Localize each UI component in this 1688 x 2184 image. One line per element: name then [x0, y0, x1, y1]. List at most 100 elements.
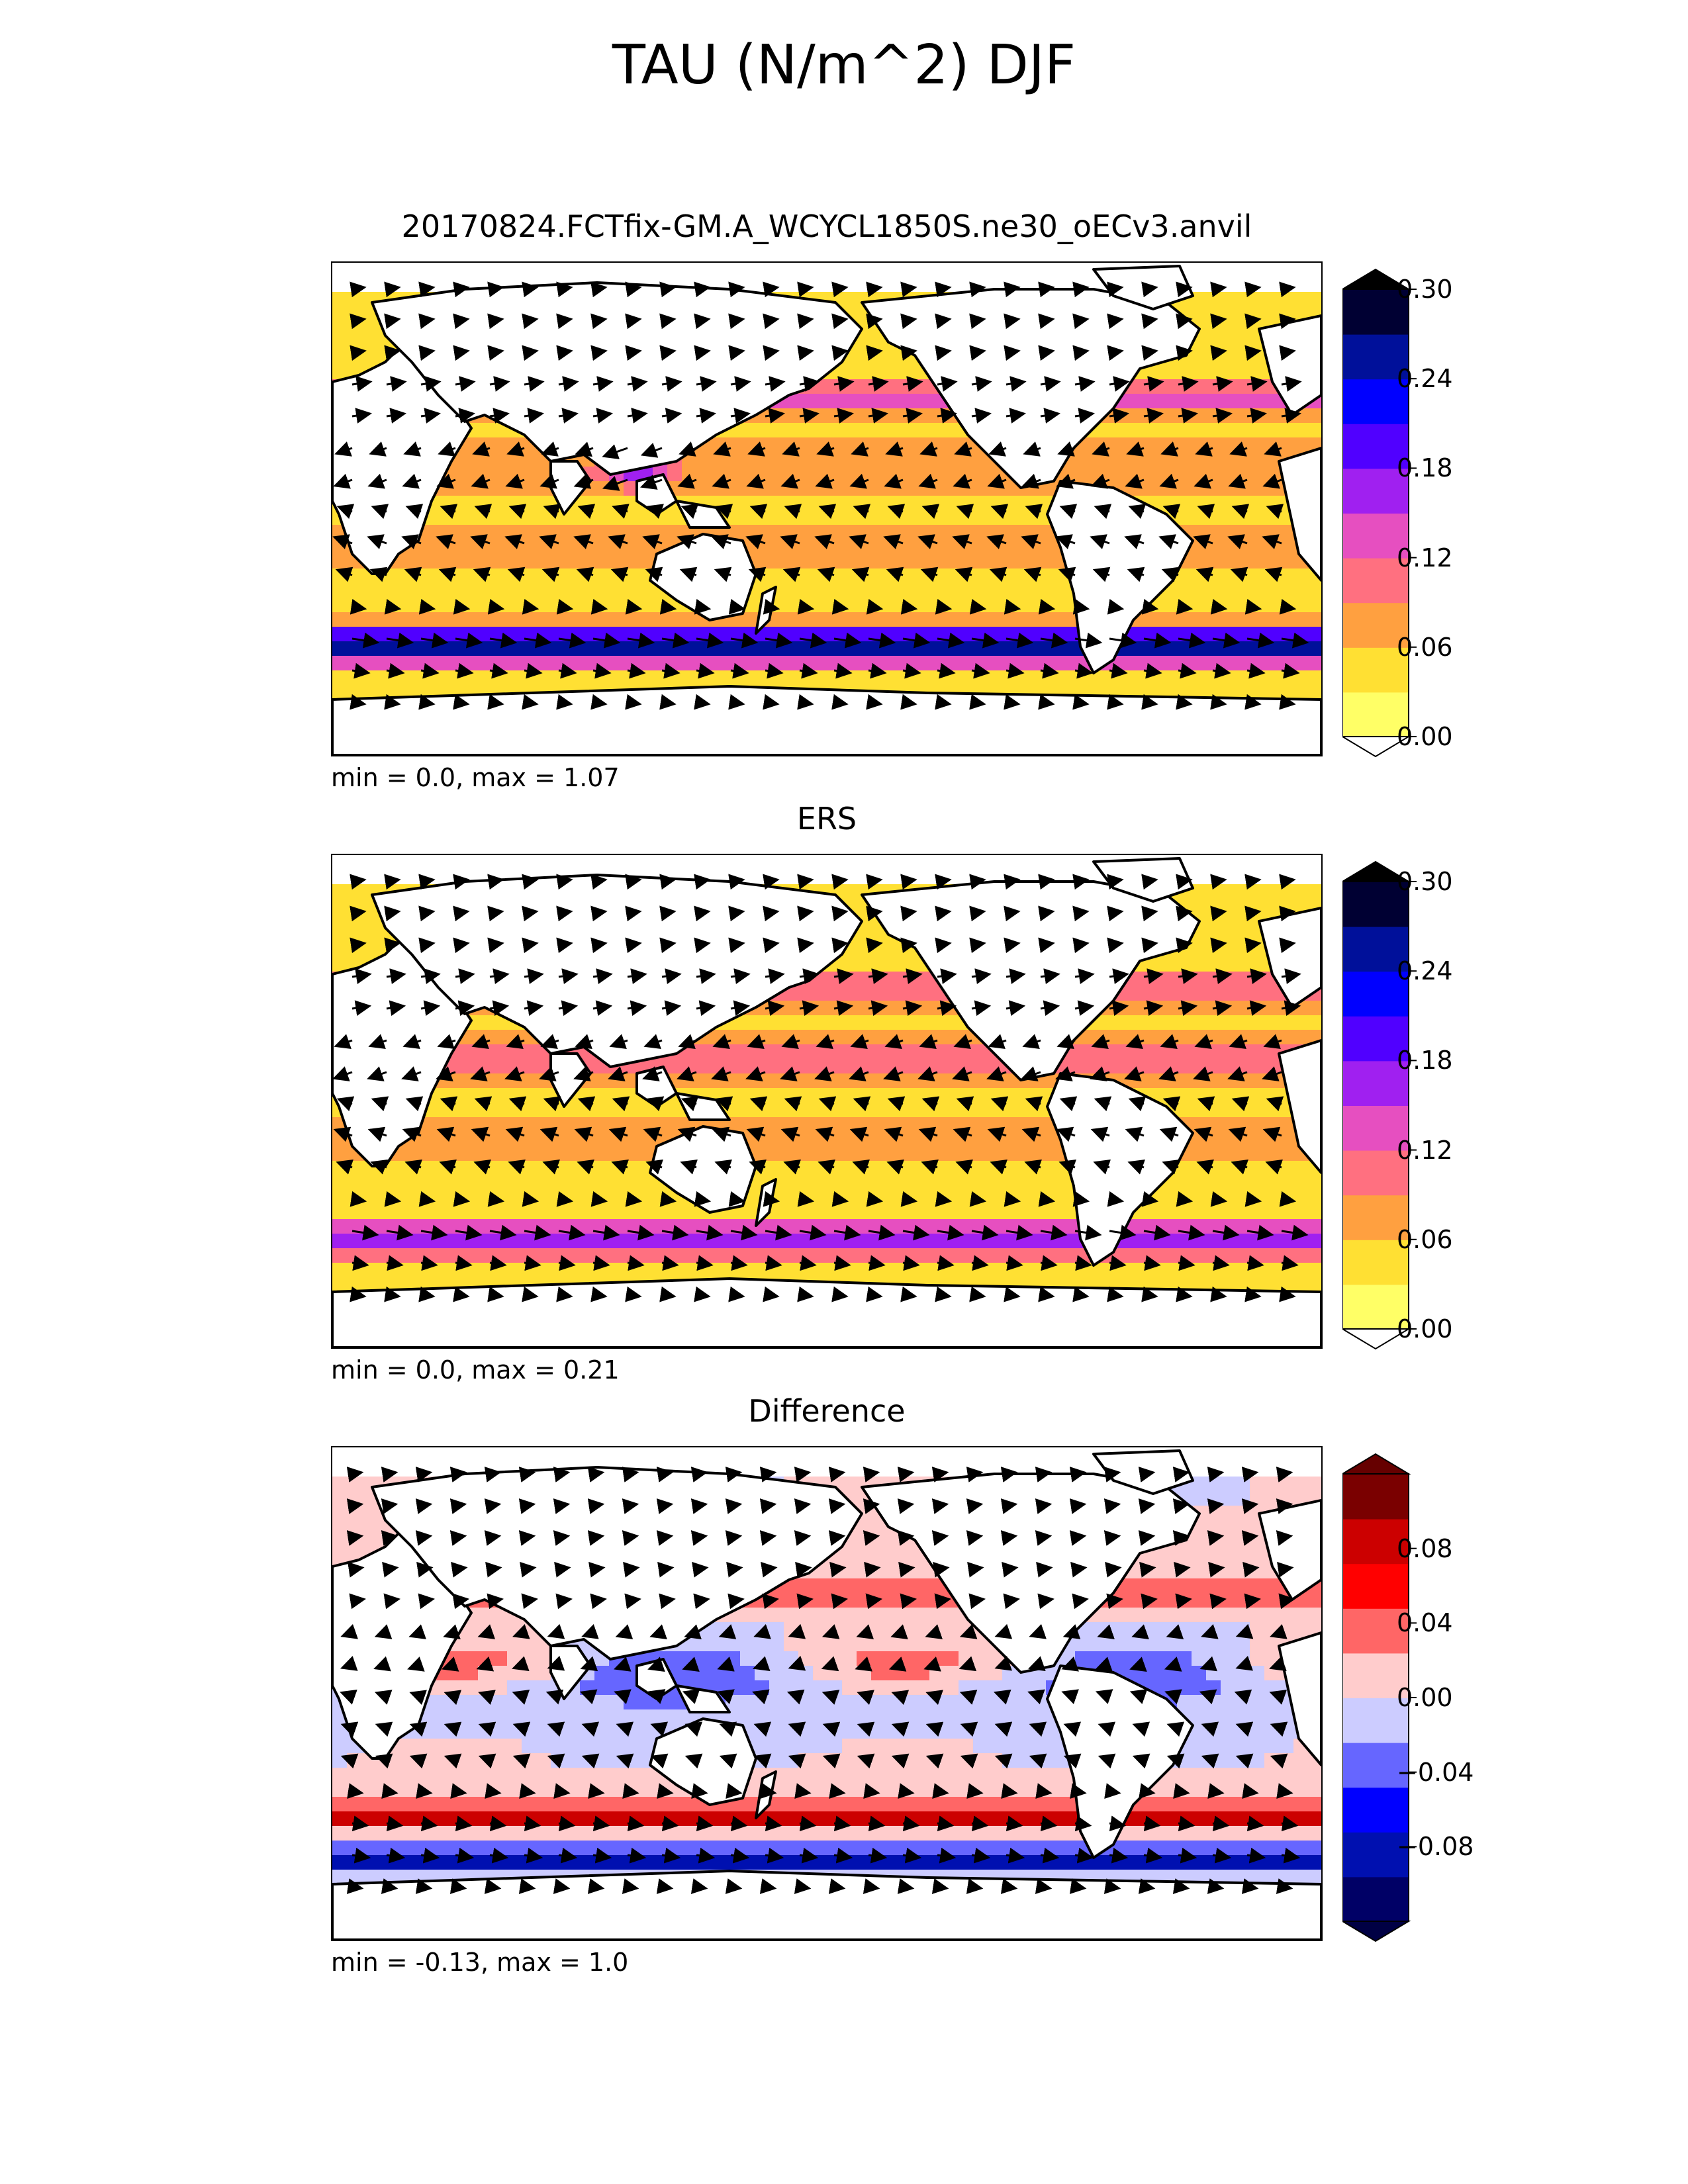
field-cell: [798, 641, 814, 657]
stress-vector: [987, 473, 1007, 489]
stress-vector: [558, 376, 579, 392]
field-cell: [900, 423, 915, 438]
field-cell: [842, 1059, 857, 1074]
field-cell: [1133, 1248, 1149, 1263]
field-cell: [565, 612, 581, 627]
field-cell: [813, 1015, 828, 1030]
stress-vector: [602, 444, 628, 459]
field-cell: [1119, 986, 1134, 1001]
field-cell: [492, 1205, 508, 1220]
stress-vector: [558, 408, 579, 424]
field-cell: [638, 1234, 653, 1249]
field-cell: [973, 1190, 988, 1205]
field-cell: [1162, 986, 1178, 1001]
field-cell: [988, 656, 1003, 671]
field-cell: [492, 569, 508, 584]
field-cell: [784, 598, 799, 613]
stress-vector: [1279, 345, 1296, 361]
stress-vector: [350, 694, 367, 710]
field-cell: [827, 1117, 843, 1132]
field-cell: [886, 670, 901, 686]
field-cell: [929, 1161, 945, 1176]
field-cell: [973, 1146, 988, 1161]
stress-vector: [1107, 345, 1124, 361]
field-cell: [944, 1190, 959, 1205]
field-cell: [944, 1073, 959, 1089]
field-cell: [1293, 598, 1309, 613]
field-cell: [361, 598, 377, 613]
field-cell: [522, 1132, 537, 1147]
field-cell: [1046, 1234, 1061, 1249]
field-cell: [391, 1190, 406, 1205]
field-cell: [842, 1015, 857, 1030]
stress-vector: [696, 662, 715, 679]
field-cell: [332, 685, 348, 700]
field-cell: [711, 1263, 726, 1278]
field-cell: [827, 1015, 843, 1030]
stress-vector: [900, 281, 917, 298]
field-cell: [1235, 336, 1250, 351]
stress-vector: [1279, 694, 1296, 710]
min-max-label: min = 0.0, max = 1.07: [331, 763, 620, 792]
field-cell: [827, 1190, 843, 1205]
field-cell: [1148, 1044, 1163, 1060]
field-cell: [332, 928, 348, 943]
stress-vector: [935, 694, 952, 710]
stress-vector: [1023, 567, 1042, 582]
field-cell: [857, 336, 872, 351]
stress-vector: [1074, 408, 1095, 424]
field-cell: [391, 656, 406, 671]
field-cell: [1192, 292, 1207, 307]
field-cell: [580, 1234, 595, 1249]
coastline: [1278, 447, 1321, 582]
stress-vector: [1094, 504, 1112, 520]
field-cell: [1177, 1103, 1192, 1118]
land-masses: [332, 265, 1321, 755]
field-cell: [973, 1248, 988, 1263]
field-cell: [857, 379, 872, 394]
field-cell: [798, 1073, 814, 1089]
field-cell: [420, 1234, 435, 1249]
field-cell: [463, 554, 479, 569]
field-cell: [1133, 670, 1149, 686]
stress-vector: [1161, 567, 1180, 582]
field-cell: [449, 481, 464, 496]
field-cell: [1206, 1103, 1221, 1118]
field-cell: [1162, 1059, 1178, 1074]
field-cell: [1148, 437, 1163, 453]
field-cell: [929, 394, 945, 409]
stress-vector: [1006, 662, 1025, 679]
field-cell: [1148, 467, 1163, 482]
field-cell: [857, 1205, 872, 1220]
field-cell: [755, 1117, 770, 1132]
field-cell: [507, 1234, 522, 1249]
colorbar-tick-label: 0.24: [1397, 364, 1453, 394]
field-cell: [726, 1263, 741, 1278]
field-cell: [1264, 306, 1280, 322]
field-cell: [594, 481, 610, 496]
field-cell: [1162, 598, 1178, 613]
field-cell: [347, 321, 362, 336]
field-cell: [1308, 1477, 1321, 1492]
field-cell: [944, 1132, 959, 1147]
field-cell: [1104, 670, 1119, 686]
field-cell: [391, 1234, 406, 1249]
field-cell: [1075, 467, 1090, 482]
colorbar-tick-label: 0.12: [1397, 1135, 1453, 1165]
stress-vector: [522, 281, 539, 298]
field-cell: [1206, 452, 1221, 467]
field-cell: [1235, 986, 1250, 1001]
field-cell: [1177, 365, 1192, 380]
field-cell: [1060, 1234, 1076, 1249]
field-cell: [1148, 1234, 1163, 1249]
field-cell: [565, 1205, 581, 1220]
stress-vector: [1092, 567, 1111, 582]
field-cell: [1206, 1044, 1221, 1060]
stress-vector: [333, 473, 353, 489]
field-cell: [1031, 569, 1047, 584]
stress-vector: [384, 281, 401, 298]
field-cell: [1206, 928, 1221, 943]
field-cell: [551, 641, 566, 657]
stress-vector: [1281, 632, 1309, 649]
field-cell: [755, 656, 770, 671]
